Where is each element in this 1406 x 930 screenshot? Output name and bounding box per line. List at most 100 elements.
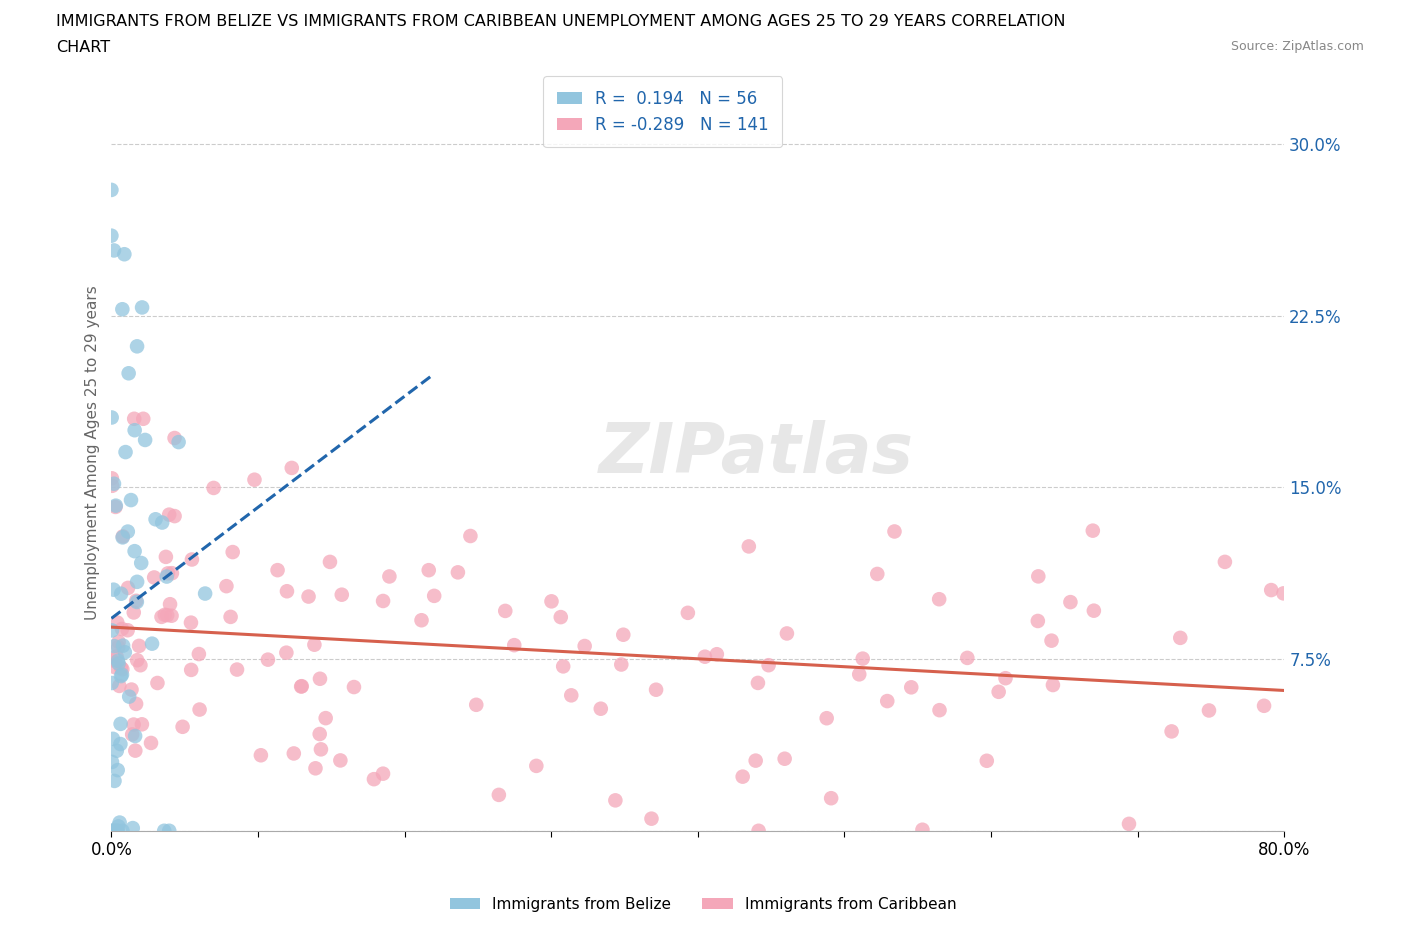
Point [297, 589, 319, 604]
Point [1198, 703, 1220, 718]
Point [114, 445, 136, 459]
Point [222, 545, 245, 560]
Point [976, 753, 998, 768]
Point [883, 524, 905, 538]
Point [676, 605, 699, 620]
Point [290, 679, 312, 694]
Point [105, 743, 128, 758]
Point [194, 586, 217, 601]
Point [121, 820, 143, 835]
Point [131, 717, 153, 732]
Point [465, 698, 488, 712]
Point [876, 694, 898, 709]
Point [100, 410, 122, 425]
Point [640, 811, 662, 826]
Point [131, 300, 153, 315]
Point [111, 667, 134, 682]
Point [125, 697, 148, 711]
Point [141, 636, 163, 651]
Point [124, 743, 146, 758]
Point [180, 552, 202, 567]
Point [1272, 586, 1295, 601]
Point [101, 754, 124, 769]
Point [418, 563, 440, 578]
Point [155, 550, 177, 565]
Point [308, 726, 330, 741]
Point [815, 711, 838, 725]
Text: CHART: CHART [56, 40, 110, 55]
Point [132, 411, 155, 426]
Point [180, 616, 202, 631]
Point [411, 613, 433, 628]
Point [105, 649, 128, 664]
Point [956, 650, 979, 665]
Point [156, 569, 179, 584]
Point [117, 525, 139, 539]
Point [589, 701, 612, 716]
Point [1253, 698, 1275, 713]
Point [103, 659, 125, 674]
Point [145, 512, 167, 526]
Point [134, 432, 156, 447]
Point [124, 728, 146, 743]
Point [706, 646, 728, 661]
Point [122, 717, 145, 732]
Point [159, 597, 181, 612]
Point [243, 472, 266, 487]
Point [104, 499, 127, 514]
Point [117, 580, 139, 595]
Point [987, 684, 1010, 699]
Point [127, 653, 149, 668]
Point [100, 182, 122, 197]
Point [105, 615, 128, 630]
Point [447, 565, 470, 579]
Point [758, 658, 780, 672]
Point [553, 659, 575, 674]
Point [1026, 614, 1049, 629]
Point [488, 788, 510, 803]
Point [524, 759, 547, 774]
Point [111, 662, 134, 677]
Point [110, 660, 132, 675]
Point [188, 702, 211, 717]
Point [112, 638, 135, 653]
Point [202, 481, 225, 496]
Point [329, 753, 352, 768]
Point [540, 594, 562, 609]
Point [103, 582, 125, 597]
Point [645, 683, 668, 698]
Point [304, 637, 326, 652]
Point [160, 565, 183, 580]
Point [1081, 524, 1104, 538]
Point [117, 365, 139, 380]
Point [111, 529, 134, 544]
Point [107, 819, 129, 834]
Point [104, 823, 127, 838]
Point [156, 607, 179, 622]
Point [105, 823, 128, 838]
Point [146, 675, 169, 690]
Point [118, 689, 141, 704]
Point [215, 578, 238, 593]
Point [319, 554, 342, 569]
Point [928, 591, 950, 606]
Point [776, 626, 799, 641]
Point [110, 716, 132, 731]
Point [180, 662, 202, 677]
Y-axis label: Unemployment Among Ages 25 to 29 years: Unemployment Among Ages 25 to 29 years [86, 286, 100, 620]
Point [1040, 633, 1063, 648]
Point [153, 607, 176, 622]
Point [111, 823, 134, 838]
Point [121, 682, 143, 697]
Point [101, 675, 124, 690]
Point [738, 539, 761, 554]
Point [494, 604, 516, 618]
Point [1059, 594, 1081, 609]
Point [900, 680, 922, 695]
Point [100, 228, 122, 243]
Point [460, 528, 482, 543]
Point [1026, 569, 1049, 584]
Point [773, 751, 796, 766]
Point [605, 793, 627, 808]
Point [108, 815, 131, 830]
